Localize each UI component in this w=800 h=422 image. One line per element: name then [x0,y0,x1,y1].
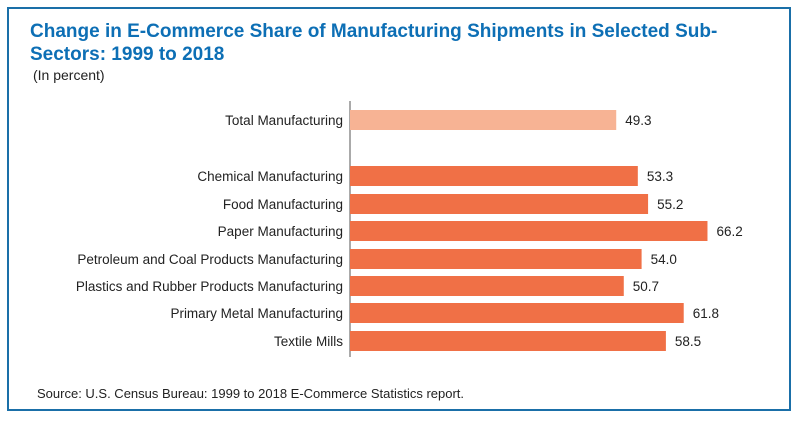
bar [350,221,708,241]
category-label: Petroleum and Coal Products Manufacturin… [77,252,343,267]
value-label: 50.7 [633,279,659,294]
value-label: 49.3 [625,113,651,128]
value-label: 55.2 [657,197,683,212]
bar [350,249,642,269]
bar [350,303,684,323]
bar [350,166,638,186]
value-label: 54.0 [651,252,677,267]
source-note: Source: U.S. Census Bureau: 1999 to 2018… [37,386,465,401]
bar [350,194,649,214]
chart-subtitle: (In percent) [33,67,105,83]
value-label: 58.5 [675,334,701,349]
category-label: Paper Manufacturing [218,224,343,239]
category-label: Chemical Manufacturing [197,169,343,184]
value-label: 53.3 [647,169,673,184]
category-label: Food Manufacturing [223,197,343,212]
bar [350,331,666,351]
category-label: Plastics and Rubber Products Manufacturi… [76,279,343,294]
bar [350,110,617,130]
chart-title: Change in E-Commerce Share of Manufactur… [30,21,718,65]
bar [350,276,624,296]
category-label: Total Manufacturing [225,113,343,128]
category-label: Primary Metal Manufacturing [170,306,343,321]
category-label: Textile Mills [274,334,343,349]
value-label: 61.8 [693,306,719,321]
value-label: 66.2 [716,224,742,239]
